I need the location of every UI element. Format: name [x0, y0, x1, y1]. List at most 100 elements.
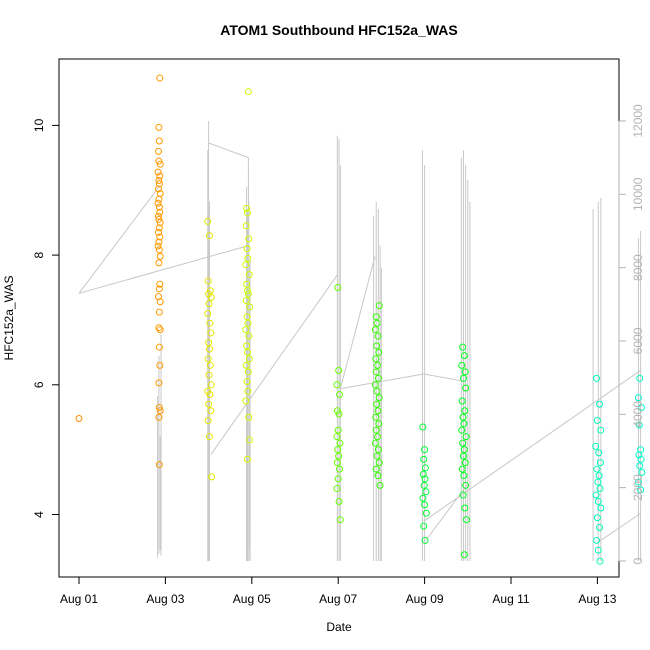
data-point	[459, 413, 467, 421]
data-point	[593, 374, 601, 382]
data-point	[206, 391, 214, 399]
data-point	[335, 410, 343, 418]
data-point	[205, 371, 213, 379]
data-point	[460, 446, 468, 454]
x-tick-label: Aug 05	[233, 592, 271, 606]
data-point	[637, 403, 645, 411]
data-point	[245, 271, 253, 279]
data-point	[244, 254, 252, 262]
data-point	[156, 74, 164, 82]
data-point	[207, 293, 215, 301]
data-point	[156, 298, 164, 306]
data-point	[463, 516, 471, 524]
y-tick-label: 10	[32, 118, 46, 132]
data-point	[372, 465, 380, 473]
data-point	[156, 160, 164, 168]
y-axis-label: HFC152a_WAS	[2, 276, 16, 361]
data-point	[155, 157, 163, 165]
data-point	[596, 523, 604, 531]
data-point	[204, 309, 212, 317]
data-point	[154, 168, 162, 176]
data-point	[204, 416, 212, 424]
data-point	[594, 498, 602, 506]
data-point	[154, 228, 162, 236]
altitude-segment	[210, 274, 338, 455]
data-point	[371, 326, 379, 334]
data-point	[245, 413, 253, 421]
data-point	[421, 501, 429, 509]
data-point	[336, 516, 344, 524]
data-point	[459, 374, 467, 382]
data-point	[592, 491, 600, 499]
data-point	[242, 361, 250, 369]
data-point	[462, 433, 470, 441]
data-point	[335, 391, 343, 399]
data-point	[419, 470, 427, 478]
y2-tick-label: 2000	[631, 474, 645, 501]
data-point	[244, 290, 252, 298]
data-point	[155, 137, 163, 145]
data-point	[243, 342, 251, 350]
points-layer	[75, 74, 646, 565]
altitude-segment	[78, 186, 160, 294]
data-point	[243, 204, 251, 212]
data-point	[156, 252, 164, 260]
altitude-segment	[78, 245, 249, 294]
data-point	[205, 433, 213, 441]
data-point	[245, 332, 253, 340]
data-point	[593, 514, 601, 522]
data-point	[155, 224, 163, 232]
altitude-segment	[423, 373, 465, 382]
data-point	[374, 433, 382, 441]
data-point	[155, 195, 163, 203]
data-point	[336, 439, 344, 447]
data-point	[458, 426, 466, 434]
data-point	[421, 446, 429, 454]
data-point	[206, 319, 214, 327]
data-point	[373, 342, 381, 350]
data-point	[597, 504, 605, 512]
data-point	[636, 462, 644, 470]
data-point	[154, 212, 162, 220]
chart-title: ATOM1 Southbound HFC152a_WAS	[220, 22, 458, 38]
data-point	[243, 287, 251, 295]
data-point	[155, 379, 163, 387]
data-point	[422, 488, 430, 496]
data-point	[597, 426, 605, 434]
data-point	[459, 439, 467, 447]
data-point	[208, 473, 216, 481]
data-point	[155, 177, 163, 185]
data-point	[458, 465, 466, 473]
x-tick-label: Aug 09	[406, 592, 444, 606]
data-point	[419, 423, 427, 431]
data-point	[243, 245, 251, 253]
data-point	[375, 394, 383, 402]
data-point	[335, 498, 343, 506]
data-point	[156, 361, 164, 369]
data-point	[205, 300, 213, 308]
x-tick-label: Aug 13	[578, 592, 616, 606]
data-point	[155, 246, 163, 254]
data-point	[635, 421, 643, 429]
data-point	[243, 378, 251, 386]
x-tick-label: Aug 07	[319, 592, 357, 606]
data-point	[156, 233, 164, 241]
data-point	[422, 509, 430, 517]
y2-tick-label: 4000	[631, 401, 645, 428]
data-point	[242, 326, 250, 334]
data-point	[375, 302, 383, 310]
y-tick-label: 8	[32, 251, 46, 258]
data-point	[155, 259, 163, 267]
data-point	[636, 374, 644, 382]
data-point	[637, 455, 645, 463]
data-point	[156, 280, 164, 288]
data-point	[596, 557, 604, 565]
data-point	[244, 88, 252, 96]
data-point	[206, 361, 214, 369]
secondary-y-axis: 0 2000 4000 6000 8000 10000 12000	[618, 104, 645, 564]
data-point	[460, 472, 468, 480]
data-point	[156, 219, 164, 227]
data-point	[593, 536, 601, 544]
data-point	[375, 348, 383, 356]
data-point	[335, 452, 343, 460]
